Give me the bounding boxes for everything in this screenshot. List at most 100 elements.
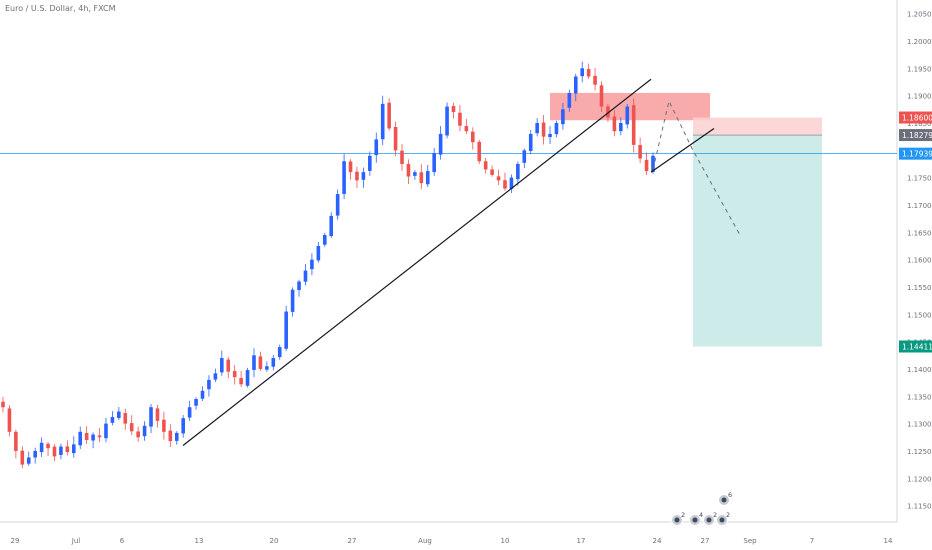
x-tick-label: 14 xyxy=(884,537,893,545)
candle-body xyxy=(7,408,12,432)
candle-body xyxy=(651,155,655,172)
candle-body xyxy=(490,169,494,175)
y-tick-label: 1.15000 xyxy=(907,311,932,319)
candle-body xyxy=(606,106,610,118)
price-label-entry xyxy=(899,129,932,142)
candle-body xyxy=(252,355,256,370)
candle-body xyxy=(310,259,314,270)
candle-body xyxy=(59,446,63,455)
candle-body xyxy=(348,161,353,173)
candle-body xyxy=(528,133,533,152)
candle-body xyxy=(265,366,269,370)
candle-body xyxy=(226,359,231,372)
candle-body xyxy=(97,435,102,438)
candle-body xyxy=(355,171,359,181)
candle-body xyxy=(245,370,250,386)
candle-body xyxy=(631,105,636,145)
candle-body xyxy=(84,432,89,441)
candle-body xyxy=(496,176,501,181)
x-tick-label: 13 xyxy=(195,537,204,545)
main-uptrend-trendline xyxy=(182,78,652,446)
candle-body xyxy=(509,177,514,189)
candle-body xyxy=(593,75,597,85)
price-label-target-text: 1.14411 xyxy=(902,342,932,351)
x-tick-label: Jul xyxy=(71,537,81,545)
projection-path xyxy=(652,99,741,236)
candle-body xyxy=(374,139,379,156)
candle-body xyxy=(516,163,520,180)
x-tick-label: 20 xyxy=(270,537,279,545)
candle-body xyxy=(136,431,140,438)
y-tick-label: 1.20500 xyxy=(907,11,932,19)
candle-body xyxy=(297,281,301,290)
candle-body xyxy=(567,92,572,108)
candle-body xyxy=(52,446,57,457)
candle-body xyxy=(464,126,469,132)
candle-body xyxy=(239,378,243,385)
candle-body xyxy=(26,457,31,464)
candle-body xyxy=(149,407,153,427)
candle-body xyxy=(271,358,276,367)
candle-body xyxy=(290,289,295,312)
candle-body xyxy=(232,371,237,378)
candle-body xyxy=(20,450,25,465)
candle-body xyxy=(580,68,585,77)
candle-body xyxy=(458,112,462,126)
event-count: 2 xyxy=(713,511,717,519)
candle-body xyxy=(110,417,115,423)
candle-body xyxy=(380,103,385,140)
x-tick-label: Aug xyxy=(418,537,432,545)
candle-body xyxy=(39,442,44,453)
x-tick-label: 17 xyxy=(577,537,586,545)
x-tick-label: 10 xyxy=(501,537,510,545)
candle-body xyxy=(361,172,366,180)
x-tick-label: 29 xyxy=(11,537,20,545)
take-profit-zone xyxy=(693,135,822,347)
price-label-target xyxy=(899,340,932,353)
candle-body xyxy=(541,122,546,137)
candle-body xyxy=(207,379,211,390)
candle-body xyxy=(123,413,128,424)
candle-body xyxy=(46,443,50,449)
candle-body xyxy=(65,446,70,453)
candle-body xyxy=(368,155,372,171)
x-tick-label: 27 xyxy=(701,537,710,545)
price-label-stop-text: 1.18600 xyxy=(902,114,932,123)
candle-body xyxy=(432,153,436,173)
y-tick-label: 1.13500 xyxy=(907,393,932,401)
candle-body xyxy=(387,102,391,129)
candle-body xyxy=(483,161,488,170)
candle-body xyxy=(425,171,430,185)
candle-body xyxy=(316,245,321,261)
candle-body xyxy=(561,109,565,125)
event-count: 4 xyxy=(699,511,703,519)
y-tick-label: 1.17000 xyxy=(907,202,932,210)
candle-body xyxy=(187,407,192,418)
candle-body xyxy=(200,390,205,399)
candle-body xyxy=(91,434,95,441)
candle-body xyxy=(104,423,108,439)
y-tick-label: 1.11500 xyxy=(907,503,932,511)
short-uptrend-trendline xyxy=(650,127,715,173)
candle-body xyxy=(548,133,552,138)
event-count: 2 xyxy=(681,511,685,519)
price-label-last xyxy=(899,147,932,160)
candle-body xyxy=(599,85,604,107)
candle-body xyxy=(117,411,121,418)
price-label-stop xyxy=(899,111,932,124)
candle-body xyxy=(522,150,527,163)
y-tick-label: 1.18500 xyxy=(907,120,932,128)
candle-body xyxy=(303,270,308,282)
x-tick-label: Sep xyxy=(743,537,757,545)
candle-body xyxy=(329,215,334,237)
candle-body xyxy=(419,172,424,184)
candle-body xyxy=(342,161,346,194)
candle-body xyxy=(181,418,185,434)
event-count: 6 xyxy=(728,491,732,499)
stop-loss-zone xyxy=(693,117,822,136)
event-icon-dot xyxy=(721,497,727,503)
candle-body xyxy=(438,133,443,155)
event-icon-dot xyxy=(674,517,680,523)
